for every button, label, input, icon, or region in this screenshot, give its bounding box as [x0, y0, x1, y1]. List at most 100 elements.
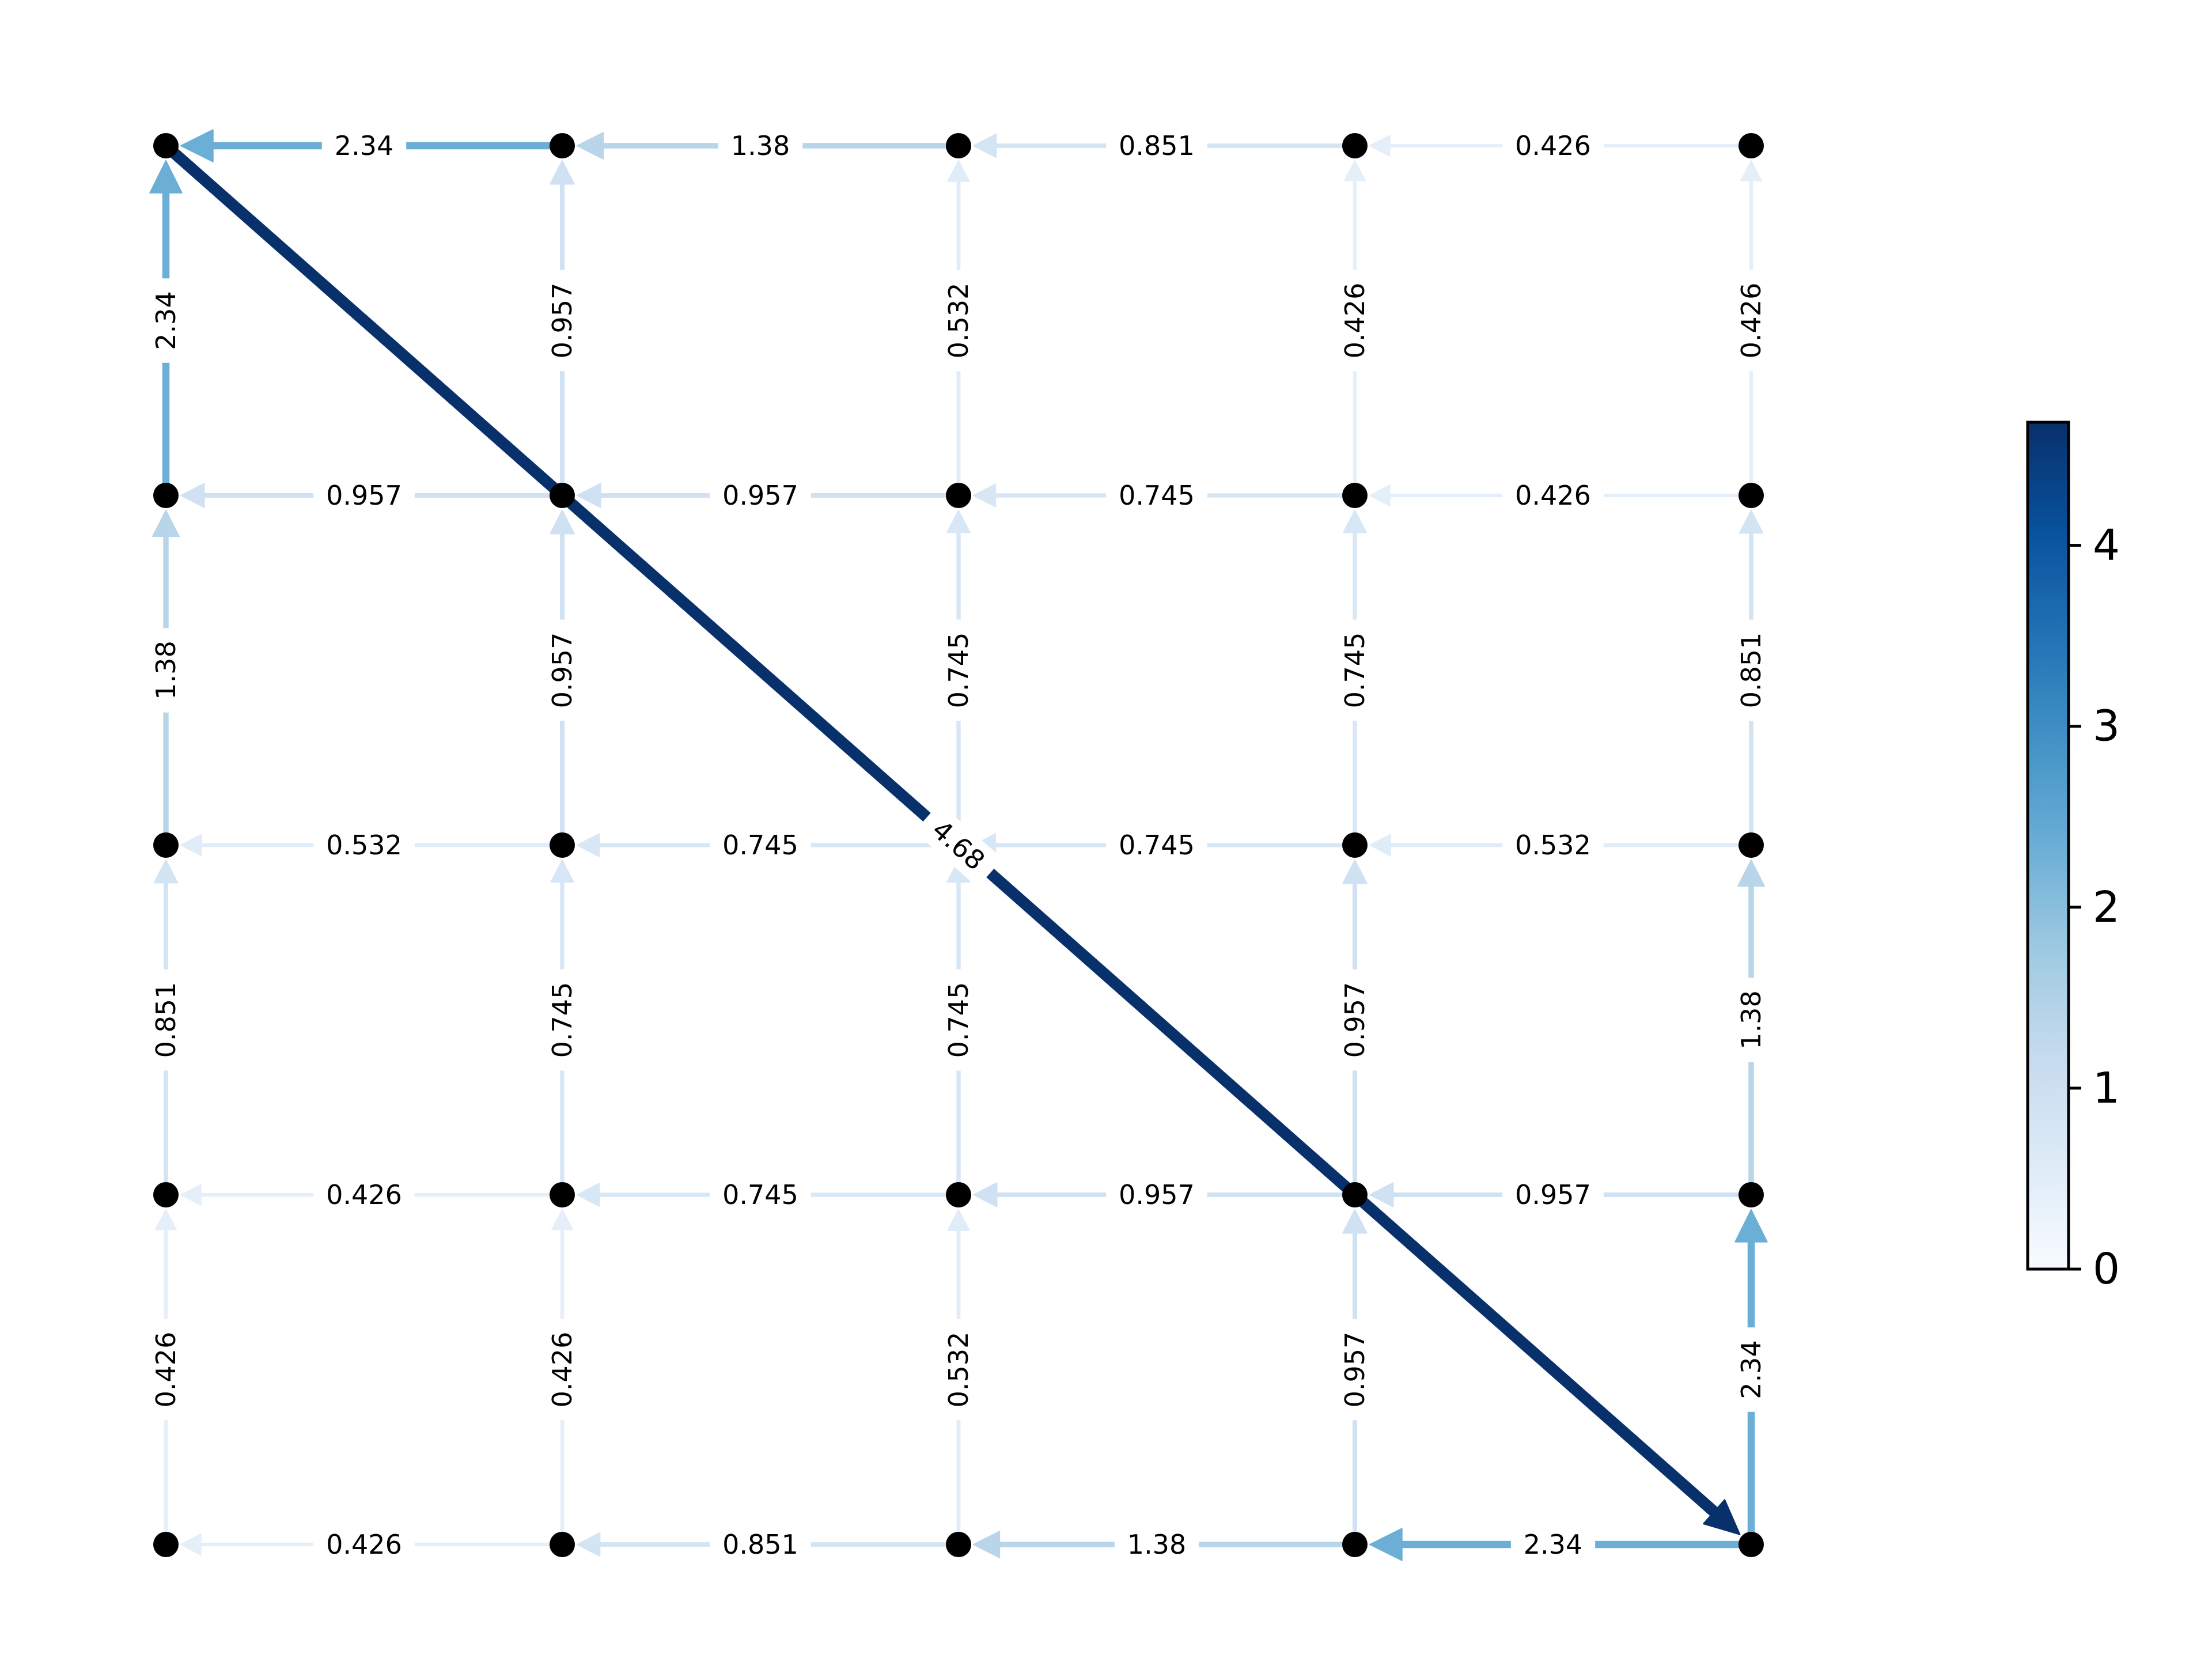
edge-label-background	[1106, 476, 1207, 514]
edge-label: 0.957	[1119, 1179, 1195, 1210]
edge-label: 2.34	[335, 130, 393, 161]
arrow-head-icon	[550, 510, 575, 535]
edge-label: 2.34	[150, 291, 181, 350]
edge-label-background	[543, 619, 581, 721]
colorbar: 0 1 2 3 4	[2026, 421, 2120, 1294]
edge-label: 0.957	[547, 633, 578, 709]
edge-label-background	[710, 1176, 811, 1214]
colorbar-tick-label: 0	[2093, 1244, 2120, 1294]
edge-label-background	[313, 1525, 415, 1563]
graph-node	[946, 133, 971, 158]
edge-label-group: 0.957	[1106, 1176, 1207, 1214]
arrow-head-icon	[1738, 510, 1764, 534]
edge-label-group: 0.957	[1336, 1319, 1374, 1421]
edge-label-background	[940, 969, 978, 1071]
colorbar-tick-label: 3	[2093, 702, 2120, 751]
edge-label: 2.34	[1736, 1340, 1767, 1399]
edge-label-group: 0.426	[147, 1319, 185, 1421]
edge-label: 0.745	[1339, 633, 1370, 709]
edge-label-group: 1.38	[1114, 1525, 1199, 1563]
edge-label-group: 0.426	[1336, 270, 1374, 372]
edge-label: 0.851	[150, 982, 181, 1058]
edge-label: 0.426	[547, 1332, 578, 1408]
graph-node	[153, 1532, 179, 1557]
edge-label-background	[1336, 619, 1374, 721]
edge-label-group: 0.745	[1106, 476, 1207, 514]
edge-label: 0.745	[722, 830, 798, 861]
edge-label: 0.532	[943, 1332, 974, 1408]
edge-label: 0.851	[1119, 130, 1195, 161]
edge-label-background	[1502, 1176, 1604, 1214]
edge-label-background	[321, 127, 407, 165]
edge-label-group: 0.957	[543, 270, 581, 372]
arrow-head-icon	[180, 483, 205, 508]
graph-node	[1738, 832, 1764, 858]
edge-label-background	[543, 969, 581, 1071]
graph-node	[153, 1182, 179, 1207]
edge-label-background	[940, 270, 978, 372]
arrow-head-icon	[1343, 510, 1367, 533]
edge-label: 1.38	[1736, 990, 1767, 1049]
arrow-head-icon	[153, 860, 179, 884]
graph-node	[550, 483, 575, 508]
edge-label-group: 0.957	[313, 476, 415, 514]
graph-node	[1738, 1532, 1764, 1557]
edge-label: 0.745	[1119, 480, 1195, 511]
edge-label-background	[940, 1319, 978, 1421]
arrow-head-icon	[577, 132, 604, 160]
colorbar-tick-label: 1	[2093, 1063, 2120, 1113]
arrow-head-icon	[577, 1183, 600, 1207]
edge-label-group: 0.745	[710, 1176, 811, 1214]
edge-label: 0.745	[547, 982, 578, 1058]
edge-label-background	[918, 807, 999, 883]
edge-label-group: 0.426	[1502, 127, 1604, 165]
edge-label: 0.426	[1339, 283, 1370, 359]
edge-label: 0.957	[547, 283, 578, 359]
edge-label: 0.532	[1515, 830, 1591, 861]
graph-node	[153, 832, 179, 858]
edge-label-group: 0.426	[313, 1176, 415, 1214]
edge-label-background	[543, 270, 581, 372]
arrow-head-icon	[551, 1209, 574, 1231]
edge-label-group: 0.745	[710, 826, 811, 864]
edge-label-group: 2.34	[1732, 1327, 1770, 1412]
edge-label-background	[313, 826, 415, 864]
arrow-head-icon	[180, 129, 214, 162]
arrow-head-icon	[577, 833, 600, 857]
graph-node	[550, 1182, 575, 1207]
edge-label: 0.851	[1736, 633, 1767, 709]
edge-label: 1.38	[1127, 1529, 1186, 1560]
edge-label: 0.532	[943, 283, 974, 359]
edge-label-group: 0.745	[1106, 826, 1207, 864]
edge-label: 0.426	[1736, 283, 1767, 359]
arrow-head-icon	[1369, 1528, 1403, 1561]
arrow-head-icon	[1702, 1499, 1741, 1535]
edge-label-group: 0.957	[1502, 1176, 1604, 1214]
arrow-head-icon	[947, 1209, 970, 1231]
graph-node	[153, 483, 179, 508]
edge-label-background	[543, 1319, 581, 1421]
arrow-head-icon	[1740, 160, 1763, 181]
edge-label: 0.745	[722, 1179, 798, 1210]
arrow-head-icon	[550, 160, 575, 185]
edge-label-group: 0.957	[543, 619, 581, 721]
edge-label-background	[313, 476, 415, 514]
arrow-head-icon	[180, 1533, 202, 1556]
arrow-head-icon	[149, 160, 183, 194]
edge-label-background	[147, 1319, 185, 1421]
edge-label-background	[313, 1176, 415, 1214]
edge-label-background	[1114, 1525, 1199, 1563]
edge-label-group: 1.38	[718, 127, 803, 165]
edge-label-group: 0.745	[543, 969, 581, 1071]
edge-label-background	[940, 619, 978, 721]
edge-label-group: 0.957	[710, 476, 811, 514]
arrow-head-icon	[1342, 860, 1368, 884]
arrow-head-icon	[1369, 834, 1391, 857]
arrow-head-icon	[180, 834, 202, 857]
edge-label-background	[1502, 826, 1604, 864]
graph-node	[946, 1182, 971, 1207]
arrow-head-icon	[550, 860, 574, 883]
edge-label-background	[1732, 978, 1770, 1062]
arrow-head-icon	[577, 483, 601, 508]
